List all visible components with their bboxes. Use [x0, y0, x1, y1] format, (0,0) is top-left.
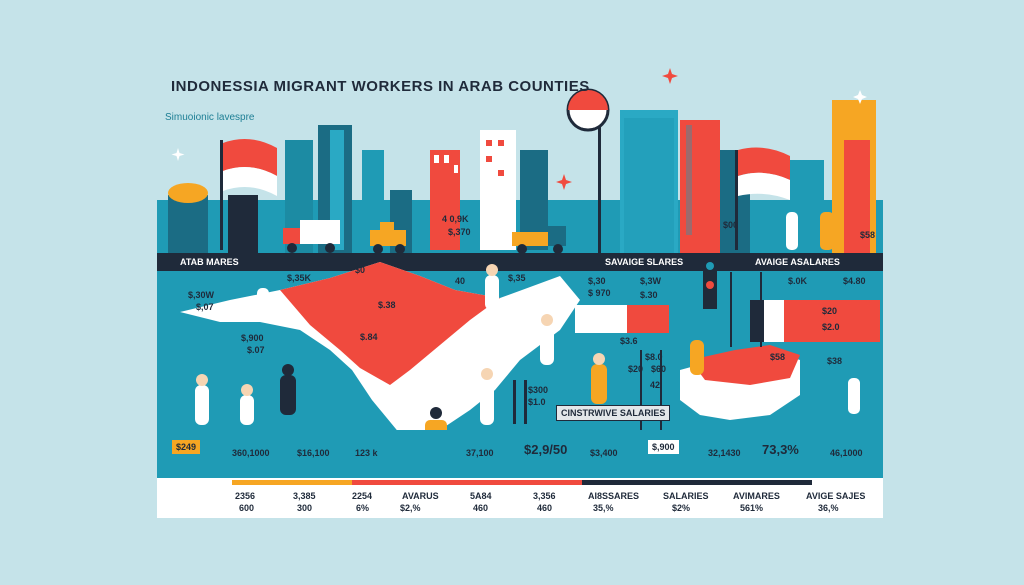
footer-value-top: 3,356: [533, 491, 556, 501]
band-label-left: ATAB MARES: [180, 257, 239, 267]
bottom-value: $3,400: [590, 448, 618, 458]
footer-value-top: AVIMARES: [733, 491, 780, 501]
map-label: $,35: [508, 273, 526, 283]
map-label: 40: [455, 276, 466, 286]
map-label: $,3W: [640, 276, 662, 286]
map-label: $,07: [196, 302, 214, 312]
map-label: $58: [770, 352, 786, 362]
map-label: $4.80: [843, 276, 866, 286]
map-label: $.30: [640, 290, 658, 300]
map-label: $.84: [360, 332, 378, 342]
map-label: $,30: [588, 276, 606, 286]
footer-value-bottom: $2%: [672, 503, 691, 513]
footer-bar-red: [352, 480, 582, 485]
footer-value-top: 5A84: [470, 491, 492, 501]
bottom-value: 46,1000: [830, 448, 863, 458]
map-label: $38: [827, 356, 843, 366]
footer-bar-orange: [232, 480, 352, 485]
footer-value-bottom: 35,%: [593, 503, 614, 513]
page-subtitle: Simuoionic lavespre: [165, 112, 255, 123]
vehicles: [283, 220, 566, 254]
map-label: $1.0: [528, 397, 546, 407]
dark-band: [157, 253, 883, 271]
chart-title: CINSTRWIVE SALARIES: [556, 405, 671, 421]
map-label: 42: [650, 380, 661, 390]
band-label-middle: SAVAIGE SLARES: [605, 257, 684, 267]
bottom-value-large: $2,9/50: [524, 442, 568, 457]
footer-value-bottom: 460: [473, 503, 489, 513]
sky-label: 4 0,9K: [442, 214, 469, 224]
footer-value-top: 2356: [235, 491, 256, 501]
map-label: $0: [355, 265, 366, 275]
map-label: $,30W: [188, 290, 215, 300]
map-label: $20: [822, 306, 838, 316]
map-label: $8.0: [645, 352, 663, 362]
skyline-right: [620, 100, 876, 255]
footer-value-top: SALARIES: [663, 491, 709, 501]
footer-value-top: AVIGE SAJES: [806, 491, 866, 501]
bottom-value: 123 k: [355, 448, 378, 458]
bottom-value: $16,100: [297, 448, 330, 458]
footer-value-bottom: 300: [297, 503, 313, 513]
map-label: $,900: [241, 333, 264, 343]
sky-label: $,370: [448, 227, 471, 237]
skyline-middle: [430, 88, 610, 260]
legend-line-1: AVIDALL: [170, 489, 209, 499]
footer-value-top: AVARUS: [402, 491, 439, 501]
sky-label: $00: [723, 220, 739, 230]
bottom-value: 37,100: [466, 448, 494, 458]
sparkles: [171, 68, 867, 190]
map-label: $3.6: [620, 336, 638, 346]
footer-value-bottom: 36,%: [818, 503, 839, 513]
map-label: $20: [628, 364, 644, 374]
bottom-value-large: 73,3%: [762, 442, 799, 457]
map-label: $.07: [247, 345, 265, 355]
map-label: $ 970: [588, 288, 611, 298]
footer-bar-navy: [582, 480, 812, 485]
sky-label: $58: [860, 230, 876, 240]
footer-value-top: 2254: [352, 491, 373, 501]
footer-value-bottom: 600: [239, 503, 255, 513]
footer-value-top: 3,385: [293, 491, 316, 501]
footer-value-bottom: 6%: [356, 503, 370, 513]
map-label: $60: [651, 364, 667, 374]
footer-value-bottom: $2,%: [400, 503, 421, 513]
bottom-value: 32,1430: [708, 448, 741, 458]
map-label: $,35K: [287, 273, 312, 283]
figures: [195, 212, 860, 444]
footer-value-bottom: 561%: [740, 503, 764, 513]
map-label: $.38: [378, 300, 396, 310]
page-title: INDONESSIA MIGRANT WORKERS IN ARAB COUNT…: [171, 78, 590, 95]
bottom-value: 360,1000: [232, 448, 270, 458]
band-label-right: AVAIGE ASALARES: [755, 257, 840, 267]
legend-line-2: HERBY: [170, 500, 202, 510]
map-label: $300: [528, 385, 549, 395]
map-label: $.0K: [788, 276, 808, 286]
bottom-value-badge: $249: [172, 440, 201, 454]
footer-value-top: AI8SSARES: [588, 491, 640, 501]
bottom-value-badge: $,900: [648, 440, 679, 454]
footer-value-bottom: 460: [537, 503, 553, 513]
map-label: $2.0: [822, 322, 840, 332]
